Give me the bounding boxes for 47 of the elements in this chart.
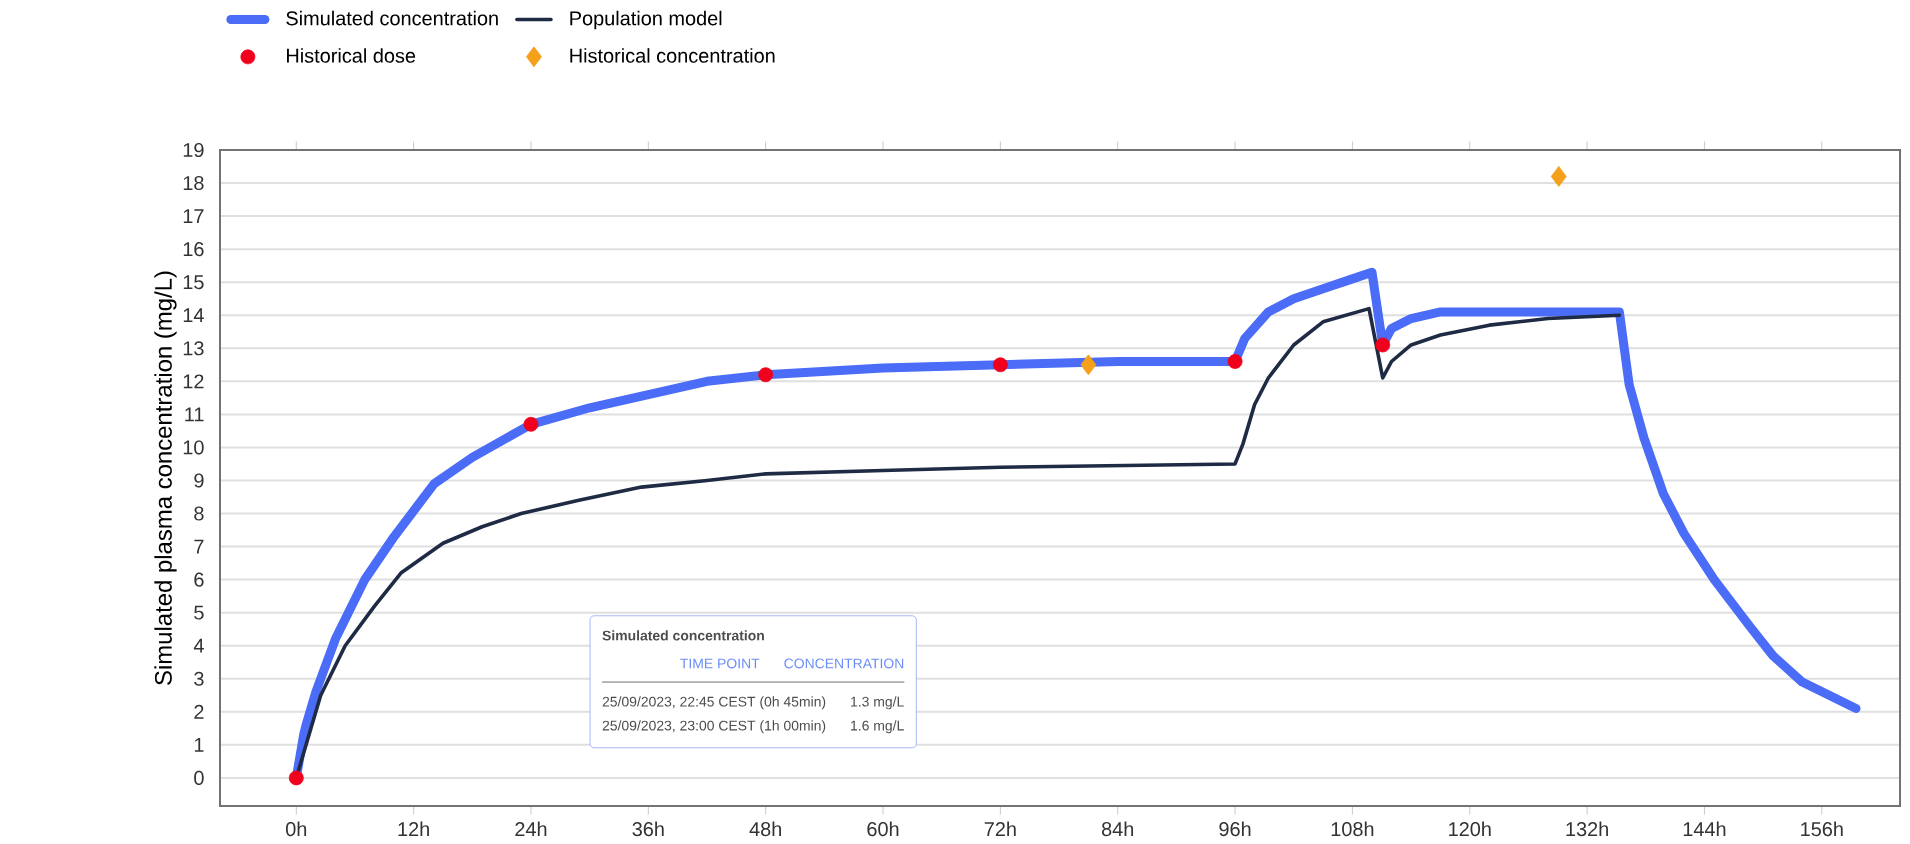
x-tick-label: 156h bbox=[1801, 821, 1843, 837]
x-tick-label: 120h bbox=[1449, 821, 1491, 837]
x-tick-label: 96h bbox=[1219, 821, 1251, 837]
x-tick-label: 132h bbox=[1566, 821, 1608, 837]
point bbox=[1375, 337, 1391, 353]
point bbox=[758, 367, 774, 383]
x-tick-label: 144h bbox=[1683, 821, 1726, 836]
x-tick-label: 12h bbox=[398, 821, 429, 836]
point bbox=[1550, 166, 1567, 187]
x-tick-label: 108h bbox=[1331, 821, 1374, 837]
y-tick-label: 15 bbox=[183, 275, 204, 290]
legend-label: Population model bbox=[570, 10, 722, 30]
point bbox=[1227, 354, 1243, 369]
y-tick-label: 10 bbox=[183, 440, 204, 455]
y-tick-label: 19 bbox=[183, 142, 204, 158]
point bbox=[523, 416, 539, 432]
y-tick-label: 7 bbox=[194, 539, 204, 554]
x-tick-label: 60h bbox=[867, 821, 899, 837]
y-tick-label: 11 bbox=[185, 407, 204, 422]
y-tick-label: 13 bbox=[183, 341, 204, 356]
legend-label: Historical dose bbox=[287, 48, 416, 63]
y-axis-title: Simulated plasma concentration (mg/L) bbox=[154, 271, 177, 685]
legend-label: Historical concentration bbox=[570, 48, 775, 63]
x-tick-label: 0h bbox=[285, 821, 307, 837]
y-tick-label: 17 bbox=[183, 209, 204, 223]
y-tick-label: 2 bbox=[194, 704, 204, 719]
y-tick-label: 5 bbox=[194, 605, 204, 620]
y-tick-label: 18 bbox=[183, 175, 204, 191]
y-tick-label: 4 bbox=[193, 638, 204, 653]
y-tick-label: 9 bbox=[194, 473, 204, 488]
point bbox=[288, 770, 304, 786]
y-tick-label: 12 bbox=[183, 374, 204, 389]
x-tick-label: 36h bbox=[632, 821, 664, 837]
y-tick-label: 1 bbox=[194, 738, 204, 752]
legend-label: Simulated concentration bbox=[286, 10, 498, 26]
y-tick-label: 3 bbox=[194, 671, 204, 686]
point bbox=[992, 357, 1008, 373]
x-tick-label: 84h bbox=[1101, 821, 1134, 837]
y-tick-label: 6 bbox=[194, 572, 204, 587]
y-tick-label: 0 bbox=[194, 770, 204, 785]
y-tick-label: 16 bbox=[183, 242, 204, 257]
y-tick-label: 8 bbox=[194, 506, 204, 521]
x-tick-label: 72h bbox=[984, 821, 1016, 836]
y-tick-label: 14 bbox=[183, 308, 204, 323]
point bbox=[1080, 354, 1097, 376]
x-tick-label: 48h bbox=[749, 821, 781, 837]
x-tick-label: 24h bbox=[515, 821, 547, 836]
